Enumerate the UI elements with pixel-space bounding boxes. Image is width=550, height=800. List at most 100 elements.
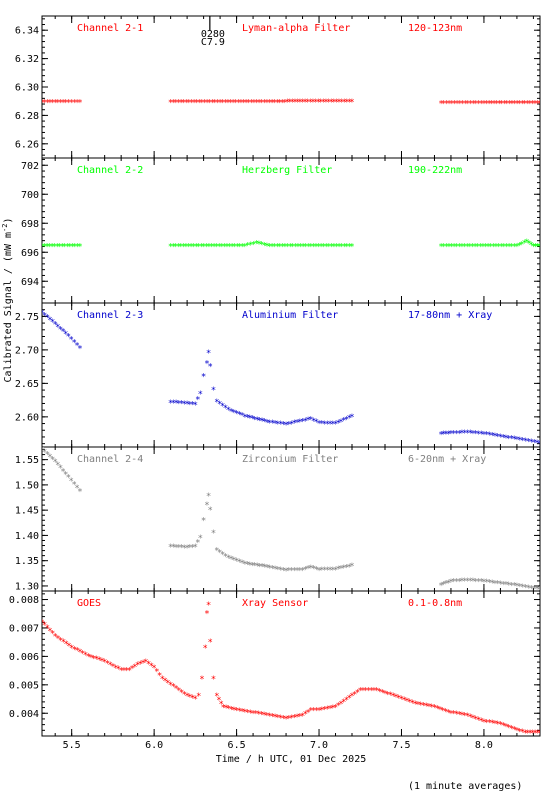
- data-point: *: [171, 399, 176, 409]
- data-point: *: [444, 242, 449, 252]
- data-point: *: [223, 404, 228, 414]
- data-point: *: [314, 565, 319, 575]
- data-point: *: [197, 99, 202, 109]
- data-point: *: [254, 99, 259, 109]
- data-point: *: [310, 98, 315, 108]
- data-point: *: [242, 708, 247, 718]
- data-point: *: [211, 675, 216, 685]
- y-tick-label: 1.55: [15, 455, 39, 466]
- data-point: *: [305, 565, 310, 575]
- data-point: *: [195, 538, 200, 548]
- data-point: *: [534, 585, 539, 595]
- channel-label: Channel 2-3: [77, 310, 143, 321]
- data-point: *: [217, 400, 222, 410]
- data-point: *: [44, 242, 49, 252]
- data-point: *: [446, 430, 451, 440]
- data-point: *: [193, 242, 198, 252]
- data-point: *: [327, 420, 332, 430]
- data-point: *: [457, 242, 462, 252]
- data-point: *: [184, 692, 189, 702]
- data-point: *: [72, 645, 77, 655]
- data-point: *: [214, 242, 219, 252]
- data-point: *: [272, 99, 277, 109]
- data-point: *: [209, 242, 214, 252]
- y-tick-label: 0.007: [9, 623, 39, 634]
- data-point: *: [336, 419, 341, 429]
- data-point: *: [473, 430, 478, 440]
- data-point: *: [413, 700, 418, 710]
- data-point: *: [465, 577, 470, 587]
- data-point: *: [303, 242, 308, 252]
- data-point: *: [190, 543, 195, 553]
- data-point: *: [506, 242, 511, 252]
- data-point: *: [441, 99, 446, 109]
- data-point: *: [295, 242, 300, 252]
- data-point: *: [506, 723, 511, 733]
- data-point: *: [275, 242, 280, 252]
- data-point: *: [287, 98, 292, 108]
- data-point: *: [330, 566, 335, 576]
- data-point: *: [308, 706, 313, 716]
- data-point: *: [432, 704, 437, 714]
- data-point: *: [529, 584, 534, 594]
- data-point: *: [531, 242, 536, 252]
- data-point: *: [132, 663, 137, 673]
- y-tick-label: 700: [21, 190, 39, 201]
- data-point: *: [327, 566, 332, 576]
- data-point: *: [58, 636, 63, 646]
- data-point: *: [344, 415, 349, 425]
- data-point: *: [149, 662, 154, 672]
- data-point: *: [74, 484, 79, 494]
- data-point: *: [278, 420, 283, 430]
- data-point: *: [438, 581, 443, 591]
- data-point: *: [286, 420, 291, 430]
- data-point: *: [264, 242, 269, 252]
- data-point: *: [302, 98, 307, 108]
- y-tick-label: 696: [21, 248, 39, 259]
- data-point: *: [457, 99, 462, 109]
- data-point: *: [484, 718, 489, 728]
- data-point: *: [256, 240, 261, 250]
- data-point: *: [220, 99, 225, 109]
- data-point: *: [322, 705, 327, 715]
- data-point: *: [77, 345, 82, 355]
- data-point: *: [261, 711, 266, 721]
- data-point: *: [334, 98, 339, 108]
- data-point: *: [446, 579, 451, 589]
- y-tick-label: 2.75: [15, 312, 39, 323]
- data-point: *: [58, 325, 63, 335]
- data-point: *: [135, 661, 140, 671]
- data-point: *: [277, 98, 282, 108]
- data-point: *: [426, 703, 431, 713]
- flare-class: C7.9: [201, 37, 225, 48]
- data-point: *: [278, 566, 283, 576]
- data-point: *: [308, 98, 313, 108]
- data-point: *: [45, 451, 50, 461]
- data-point: *: [529, 438, 534, 448]
- data-point: *: [69, 336, 74, 346]
- data-point: *: [42, 242, 47, 252]
- data-series: ****************************************…: [42, 309, 540, 448]
- data-point: *: [181, 99, 186, 109]
- data-point: *: [243, 99, 248, 109]
- data-point: *: [71, 339, 76, 349]
- y-tick-label: 1.30: [15, 581, 39, 592]
- data-point: *: [249, 99, 254, 109]
- data-point: *: [186, 242, 191, 252]
- data-point: *: [318, 98, 323, 108]
- data-point: *: [55, 634, 60, 644]
- data-point: *: [242, 560, 247, 570]
- data-point: *: [496, 242, 501, 252]
- data-point: *: [440, 706, 445, 716]
- data-point: *: [325, 566, 330, 576]
- data-point: *: [352, 690, 357, 700]
- data-point: *: [300, 566, 305, 576]
- data-point: *: [204, 610, 209, 620]
- data-point: *: [60, 467, 65, 477]
- data-point: *: [500, 580, 505, 590]
- data-point: *: [344, 242, 349, 252]
- data-point: *: [198, 390, 203, 400]
- data-point: *: [229, 242, 234, 252]
- band-label: 190-222nm: [408, 165, 462, 176]
- data-point: *: [311, 417, 316, 427]
